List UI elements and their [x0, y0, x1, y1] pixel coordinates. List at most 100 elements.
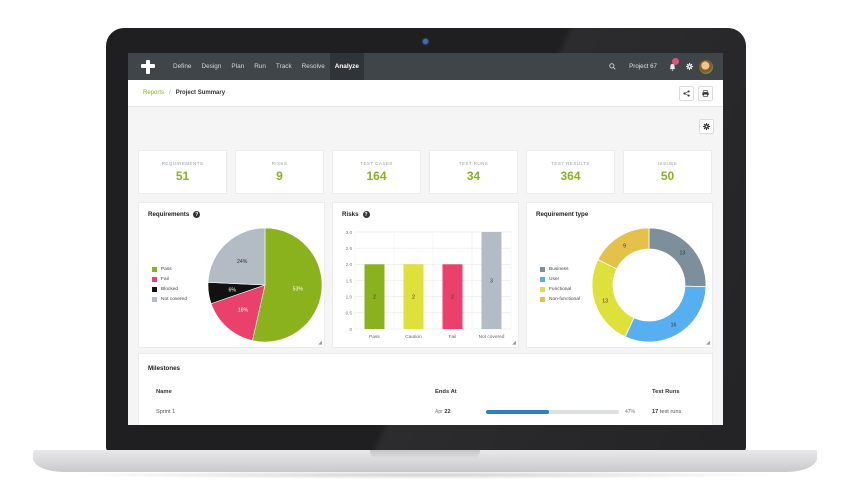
- column-header-name[interactable]: Name: [156, 389, 172, 395]
- panel-title-text: Risks: [342, 211, 359, 218]
- column-header-ends-at[interactable]: Ends At: [435, 389, 457, 395]
- stat-value: 164: [366, 169, 387, 183]
- stat-card-issues[interactable]: ISSUES 50: [623, 150, 712, 194]
- test-runs-count: 17: [652, 409, 659, 415]
- breadcrumb-reports-link[interactable]: Reports: [143, 90, 165, 96]
- legend-item[interactable]: Pass: [152, 267, 187, 272]
- requirement-type-donut-chart: 13 16 13 9: [591, 227, 707, 343]
- panel-title: Risks ?: [342, 211, 370, 218]
- requirements-panel: Requirements ? Pass Fail Blocked Not cov…: [138, 202, 325, 348]
- bar[interactable]: [403, 264, 424, 329]
- legend-item[interactable]: Non-functional: [540, 297, 580, 302]
- pie-slice[interactable]: [207, 227, 266, 286]
- legend-label: Pass: [161, 267, 172, 272]
- legend-label: Functional: [549, 287, 572, 292]
- legend-label: Non-functional: [549, 297, 580, 302]
- laptop-base: [33, 450, 817, 472]
- stat-card-risks[interactable]: RISKS 9: [235, 150, 324, 194]
- test-runs-label: test runs: [659, 409, 682, 415]
- search-icon[interactable]: [605, 63, 619, 70]
- nav-item-plan[interactable]: Plan: [231, 63, 245, 70]
- app-logo-icon[interactable]: [128, 53, 168, 80]
- pie-slice[interactable]: [210, 284, 266, 341]
- legend-item[interactable]: Blocked: [152, 287, 187, 292]
- breadcrumb: Reports / Project Summary: [143, 90, 225, 96]
- top-navigation: Define Design Plan Run Track Resolve Ana…: [128, 53, 723, 80]
- donut-segment-label: 13: [602, 298, 608, 304]
- pie-slice-label: 16%: [238, 308, 249, 314]
- milestones-panel: Milestones Name Ends At Test Runs Sprint…: [138, 353, 713, 425]
- header-actions: [679, 86, 713, 101]
- share-icon: [683, 90, 690, 97]
- dashboard-settings-button[interactable]: [699, 119, 714, 134]
- nav-item-design[interactable]: Design: [201, 63, 222, 70]
- help-icon[interactable]: ?: [362, 211, 370, 218]
- nav-item-track[interactable]: Track: [275, 63, 292, 70]
- donut-segment[interactable]: [648, 227, 707, 288]
- stat-value: 50: [660, 169, 675, 183]
- legend-label: Blocked: [161, 287, 179, 292]
- legend-label: Not covered: [161, 297, 187, 302]
- panel-title: Requirement type: [536, 211, 588, 218]
- donut-segment[interactable]: [597, 227, 650, 270]
- stat-value: 364: [560, 169, 581, 183]
- legend-label: Business: [549, 267, 569, 272]
- legend-swatch: [152, 287, 157, 292]
- legend-item[interactable]: Fail: [152, 277, 187, 282]
- panel-title-text: Requirement type: [536, 211, 589, 218]
- y-tick-label: 1.5: [346, 278, 353, 283]
- stat-card-test-runs[interactable]: TEST RUNS 34: [429, 150, 518, 194]
- legend-swatch: [540, 267, 545, 272]
- stat-label: TEST CASES: [360, 161, 393, 166]
- help-icon[interactable]: ?: [193, 211, 201, 218]
- gear-icon: [703, 123, 710, 130]
- nav-item-run[interactable]: Run: [254, 63, 266, 70]
- x-tick-label: Caution: [405, 334, 422, 340]
- donut-segment[interactable]: [624, 285, 707, 343]
- resize-handle[interactable]: ◢: [318, 340, 322, 346]
- resize-handle[interactable]: ◢: [512, 340, 516, 346]
- panel-title: Requirements ?: [148, 211, 201, 218]
- stat-label: REQUIREMENTS: [161, 161, 204, 166]
- legend-item[interactable]: User: [540, 277, 580, 282]
- milestones-title: Milestones: [148, 365, 180, 372]
- nav-item-define[interactable]: Define: [173, 63, 192, 70]
- column-header-test-runs[interactable]: Test Runs: [652, 389, 680, 395]
- legend-item[interactable]: Not covered: [152, 297, 187, 302]
- bar[interactable]: [364, 264, 385, 329]
- stat-label: ISSUES: [657, 161, 678, 166]
- bar[interactable]: [442, 264, 463, 329]
- legend-item[interactable]: Functional: [540, 287, 580, 292]
- y-tick-label: 2.5: [346, 246, 353, 251]
- y-tick-label: 3.0: [346, 230, 353, 235]
- donut-segment[interactable]: [591, 259, 635, 338]
- stat-label: RISKS: [271, 161, 288, 166]
- share-button[interactable]: [679, 86, 694, 101]
- nav-right: Project 67: [605, 53, 723, 80]
- avatar[interactable]: [699, 59, 713, 74]
- notification-badge: [672, 57, 679, 65]
- legend-swatch: [152, 297, 157, 302]
- x-tick-label: Fail: [449, 334, 457, 340]
- nav-item-analyze[interactable]: Analyze: [329, 53, 364, 80]
- gear-icon[interactable]: [682, 63, 696, 70]
- resize-handle[interactable]: ◢: [706, 340, 710, 346]
- legend-label: User: [549, 277, 560, 282]
- nav-items: Define Design Plan Run Track Resolve Ana…: [168, 53, 364, 80]
- milestone-name[interactable]: Sprint 1: [156, 409, 176, 415]
- bar[interactable]: [481, 232, 502, 329]
- stat-value: 34: [466, 169, 481, 183]
- nav-item-resolve[interactable]: Resolve: [301, 63, 325, 70]
- pie-slice[interactable]: [252, 227, 323, 343]
- donut-segment-label: 9: [623, 243, 626, 249]
- project-selector[interactable]: Project 67: [629, 63, 657, 70]
- end-day: 22: [444, 409, 451, 415]
- legend-item[interactable]: Business: [540, 267, 580, 272]
- stat-card-test-cases[interactable]: TEST CASES 164: [332, 150, 421, 194]
- stat-card-test-results[interactable]: TEST RESULTS 364: [526, 150, 615, 194]
- bell-icon[interactable]: [665, 57, 679, 71]
- milestone-test-runs[interactable]: 17 test runs: [652, 409, 681, 415]
- stat-card-requirements[interactable]: REQUIREMENTS 51: [138, 150, 227, 194]
- breadcrumb-separator: /: [169, 90, 171, 96]
- print-button[interactable]: [698, 86, 713, 101]
